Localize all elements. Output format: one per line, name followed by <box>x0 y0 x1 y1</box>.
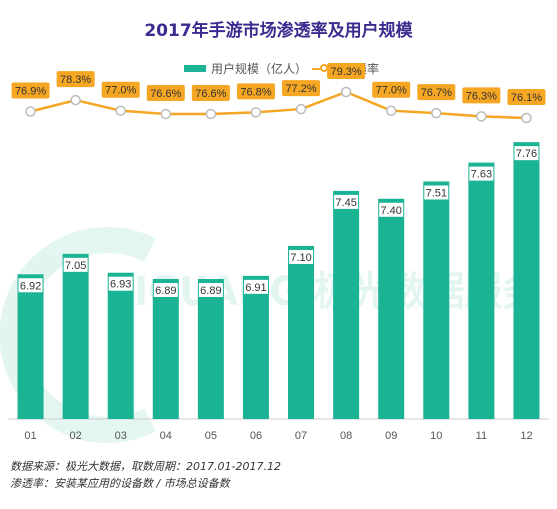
legend-item-users: 用户规模（亿人） <box>184 60 307 77</box>
line-point-04 <box>160 108 172 120</box>
line-label-08: 79.3% <box>331 66 362 78</box>
line-label-bg-07 <box>282 80 321 97</box>
penetration-line <box>30 90 527 120</box>
bar-01 <box>17 274 44 419</box>
line-label-bg-06 <box>236 83 275 100</box>
bar-02 <box>62 253 89 419</box>
x-tick-09: 09 <box>385 430 397 442</box>
x-tick-04: 04 <box>160 430 172 442</box>
line-point-05 <box>205 108 217 120</box>
x-tick-08: 08 <box>340 430 352 442</box>
line-label-bg-02 <box>56 71 95 88</box>
line-label-06: 76.8% <box>240 86 271 98</box>
bar-10 <box>423 181 450 419</box>
line-point-08 <box>340 86 352 98</box>
line-label-05: 76.6% <box>195 88 226 100</box>
bar-label-bg-08 <box>334 194 359 209</box>
line-label-bg-11 <box>462 87 501 104</box>
line-label-11: 76.3% <box>466 90 497 102</box>
x-tick-10: 10 <box>430 430 442 442</box>
bar-label-12: 7.76 <box>516 148 537 160</box>
line-label-bg-12 <box>507 89 546 105</box>
bar-label-bg-04 <box>153 283 178 298</box>
bar-04 <box>152 279 179 419</box>
line-point-11 <box>476 111 487 122</box>
line-label-02: 78.3% <box>60 74 91 86</box>
bar-05 <box>197 279 224 419</box>
line-point-12 <box>521 112 532 124</box>
bar-label-bg-06 <box>243 279 268 294</box>
x-tick-06: 06 <box>250 430 262 442</box>
legend-bar-swatch <box>184 65 206 72</box>
bar-label-bg-05 <box>198 283 223 298</box>
line-point-10 <box>431 107 442 119</box>
bar-06 <box>242 275 269 419</box>
x-tick-05: 05 <box>205 430 217 442</box>
bar-label-bg-11 <box>469 166 494 181</box>
line-point-01 <box>25 106 36 117</box>
bar-label-11: 7.63 <box>471 169 492 181</box>
bar-label-bg-10 <box>424 185 449 200</box>
legend-line-swatch <box>312 63 338 74</box>
bar-11 <box>468 162 495 419</box>
line-label-bg-01 <box>11 82 50 99</box>
bar-label-bg-02 <box>63 257 88 272</box>
line-point-03 <box>115 105 126 116</box>
line-label-10: 76.7% <box>421 87 452 99</box>
watermark-arc <box>0 227 156 443</box>
footnote-definition: 渗透率：安装某应用的设备数 / 市场总设备数 <box>10 477 230 490</box>
bar-label-05: 6.89 <box>200 285 221 297</box>
line-point-02 <box>70 94 81 106</box>
bar-12 <box>513 142 540 420</box>
line-label-09: 77.0% <box>376 85 407 97</box>
line-point-06 <box>250 107 262 118</box>
line-label-bg-09 <box>372 81 411 98</box>
chart-title: 2017年手游市场渗透率及用户规模 <box>144 21 413 41</box>
x-tick-12: 12 <box>520 430 532 442</box>
x-tick-03: 03 <box>115 430 127 442</box>
bar-label-bg-01 <box>18 278 43 293</box>
line-label-04: 76.6% <box>150 88 181 100</box>
bar-09 <box>378 198 405 419</box>
bar-label-08: 7.45 <box>335 197 356 209</box>
line-label-07: 77.2% <box>285 83 316 95</box>
line-label-bg-08 <box>327 63 366 79</box>
bar-08 <box>333 190 360 419</box>
bar-label-bg-03 <box>108 276 133 291</box>
bar-label-06: 6.91 <box>245 282 266 294</box>
line-point-07 <box>295 103 307 115</box>
bar-label-07: 7.10 <box>290 252 311 264</box>
bar-label-bg-09 <box>379 202 404 217</box>
line-label-03: 77.0% <box>105 85 136 97</box>
bar-07 <box>288 245 315 419</box>
line-label-bg-04 <box>146 84 185 101</box>
watermark-logo: JIGUANG 极光数据服务 <box>0 227 540 443</box>
footnote-source: 数据来源：极光大数据，取数周期：2017.01-2017.12 <box>10 460 281 473</box>
bar-label-04: 6.89 <box>155 285 176 297</box>
bar-03 <box>107 272 134 419</box>
line-point-09 <box>385 105 397 116</box>
x-tick-07: 07 <box>295 430 307 442</box>
bar-label-10: 7.51 <box>426 187 447 199</box>
line-label-bg-03 <box>101 81 140 98</box>
bar-label-bg-12 <box>514 146 539 161</box>
x-tick-01: 01 <box>24 430 36 442</box>
bar-label-03: 6.93 <box>110 279 131 291</box>
bar-label-01: 6.92 <box>20 280 41 292</box>
legend-label-users: 用户规模（亿人） <box>211 62 308 76</box>
x-tick-11: 11 <box>476 430 487 442</box>
line-label-01: 76.9% <box>15 86 46 98</box>
bar-label-02: 7.05 <box>65 260 86 272</box>
x-tick-02: 02 <box>70 430 82 442</box>
bar-label-09: 7.40 <box>380 205 401 217</box>
line-label-bg-05 <box>191 84 230 101</box>
bar-label-bg-07 <box>289 249 314 264</box>
line-label-bg-10 <box>417 84 456 101</box>
line-label-12: 76.1% <box>511 92 542 104</box>
